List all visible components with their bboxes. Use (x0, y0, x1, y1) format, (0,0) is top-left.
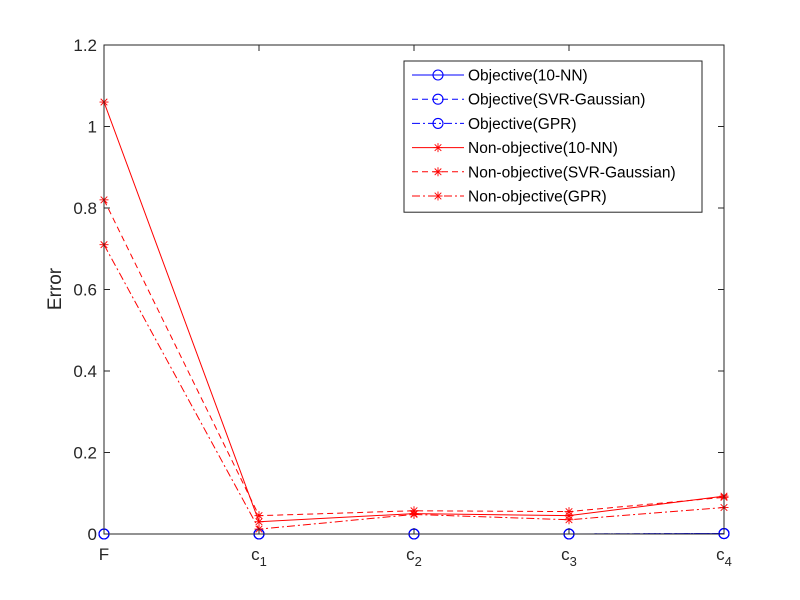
series-line-5 (103, 244, 725, 530)
legend-label-1: Objective(SVR-Gaussian) (468, 92, 645, 109)
legend-marker-4 (433, 167, 443, 177)
legend: Objective(10-NN) Objective(SVR-Gaussian) O… (403, 60, 703, 213)
legend-entry-4: Non-objective(SVR-Gaussian) (412, 164, 676, 181)
legend-label-2: Objective(GPR) (468, 116, 577, 133)
y-axis-label: Error (45, 267, 66, 310)
legend-entry-1: Objective(SVR-Gaussian) (412, 92, 645, 109)
legend-entry-5: Non-objective(GPR) (412, 189, 607, 206)
legend-entry-2: Objective(GPR) (412, 116, 577, 133)
legend-label-4: Non-objective(SVR-Gaussian) (468, 164, 676, 181)
data-point-4-1 (254, 511, 264, 521)
data-point-5-3 (564, 515, 574, 525)
legend-box (403, 60, 703, 213)
legend-label-3: Non-objective(10-NN) (468, 140, 618, 157)
legend-entry-0: Objective(10-NN) (412, 68, 588, 85)
legend-marker-3 (433, 143, 443, 153)
y-tick-label-1: 0.2 (73, 444, 97, 463)
axes: 0 0.2 0.4 0.6 0.8 1 1.2 F c1 c2 c3 c4 (73, 36, 732, 569)
y-tick-label-3: 0.6 (73, 281, 97, 300)
x-tick-label-0: F (99, 545, 109, 564)
legend-marker-1 (432, 93, 444, 105)
y-tick-label-2: 0.4 (73, 362, 97, 381)
data-point-5-2 (409, 509, 419, 519)
data-point-4-3 (564, 507, 574, 517)
y-tick-label-6: 1.2 (73, 36, 97, 55)
series-line-4 (103, 199, 725, 517)
y-tick-label-4: 0.8 (73, 199, 97, 218)
legend-entry-3: Non-objective(10-NN) (412, 140, 618, 157)
legend-marker-0 (432, 69, 444, 81)
y-tick-label-5: 1 (88, 118, 97, 137)
x-tick-label-1: c1 (251, 545, 267, 569)
x-tick-label-4: c4 (716, 545, 732, 569)
legend-marker-5 (433, 191, 443, 201)
y-tick-label-0: 0 (88, 525, 97, 544)
legend-label-0: Objective(10-NN) (468, 68, 588, 85)
x-tick-label-3: c3 (561, 545, 577, 569)
legend-marker-2 (432, 117, 444, 129)
x-tick-label-2: c2 (406, 545, 422, 569)
legend-label-5: Non-objective(GPR) (468, 189, 607, 206)
